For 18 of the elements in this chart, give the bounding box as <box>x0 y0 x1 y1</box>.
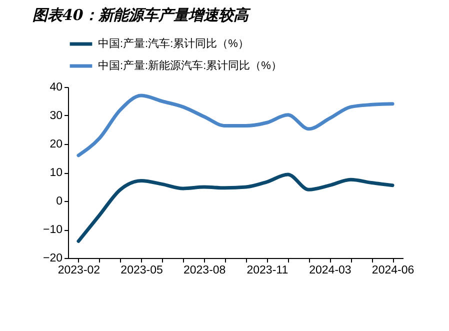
x-tick-label: 2023-05 <box>120 264 163 276</box>
y-tick-label: 20 <box>50 138 62 150</box>
chart-title: 图表40：新能源车产量增速较高 <box>32 6 252 24</box>
x-tick-label: 2023-08 <box>183 264 226 276</box>
y-tick-label: 10 <box>50 167 62 179</box>
y-tick-label: −10 <box>42 224 62 236</box>
x-tick-label: 2023-02 <box>58 264 100 276</box>
y-tick-label: 30 <box>50 110 62 122</box>
legend-label: 中国:产量:新能源汽车:累计同比（%） <box>98 59 282 72</box>
y-tick-label: 0 <box>56 196 62 208</box>
line-series <box>76 94 394 158</box>
y-tick-label: −20 <box>42 252 62 264</box>
line-series <box>76 172 394 243</box>
x-tick-label: 2024-03 <box>309 264 352 276</box>
y-tick-label: 40 <box>50 82 62 94</box>
legend-label: 中国:产量:汽车:累计同比（%） <box>98 37 249 50</box>
x-tick-label: 2024-06 <box>372 264 414 276</box>
x-tick-label: 2023-11 <box>246 264 288 276</box>
